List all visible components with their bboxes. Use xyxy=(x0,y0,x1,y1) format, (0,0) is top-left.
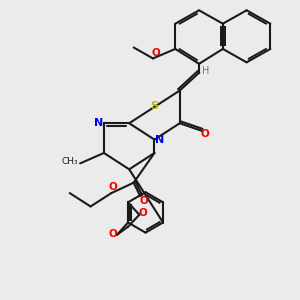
Text: O: O xyxy=(140,196,148,206)
Text: CH₃: CH₃ xyxy=(61,158,78,166)
Text: O: O xyxy=(109,229,118,238)
Text: O: O xyxy=(109,182,117,192)
Text: O: O xyxy=(152,48,160,59)
Text: S: S xyxy=(151,101,158,111)
Text: N: N xyxy=(94,118,103,128)
Text: H: H xyxy=(202,66,209,76)
Text: O: O xyxy=(139,208,147,218)
Text: N: N xyxy=(155,135,164,145)
Text: O: O xyxy=(201,129,209,139)
